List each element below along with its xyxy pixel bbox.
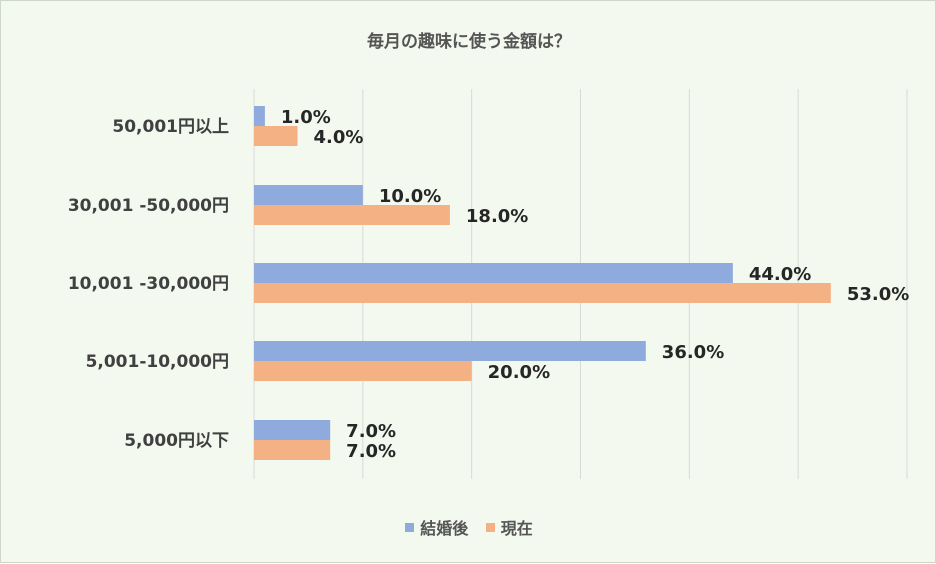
data-label-series-1-3: 44.0% xyxy=(749,264,811,285)
data-label-series-2-3: 53.0% xyxy=(847,284,909,305)
bar-series-1-1 xyxy=(254,106,265,126)
category-label-3: 10,001 -30,000円 xyxy=(68,274,229,294)
bar-series-2-4 xyxy=(254,361,472,381)
data-label-series-1-4: 36.0% xyxy=(662,342,724,363)
category-label-4: 5,001-10,000円 xyxy=(86,352,229,372)
bar-series-1-3 xyxy=(254,263,733,283)
legend-swatch-series-1 xyxy=(405,522,415,532)
legend: 結婚後 現在 xyxy=(1,515,936,539)
data-label-series-2-2: 18.0% xyxy=(466,206,528,227)
data-label-series-1-1: 1.0% xyxy=(281,107,331,128)
legend-swatch-series-2 xyxy=(485,522,495,532)
bar-series-2-5 xyxy=(254,440,331,460)
bar-series-2-3 xyxy=(254,283,831,303)
category-label-2: 30,001 -50,000円 xyxy=(68,196,229,216)
category-label-1: 50,001円以上 xyxy=(112,117,229,137)
bar-series-1-2 xyxy=(254,185,363,205)
data-label-series-2-4: 20.0% xyxy=(488,362,550,383)
chart-title: 毎月の趣味に使う金額は？ xyxy=(367,32,571,52)
bar-series-1-5 xyxy=(254,420,331,440)
legend-item-series-2: 現在 xyxy=(485,515,533,539)
data-label-series-1-2: 10.0% xyxy=(379,186,441,207)
data-label-series-2-1: 4.0% xyxy=(314,127,364,148)
bar-series-2-2 xyxy=(254,205,450,225)
legend-label-series-1: 結婚後 xyxy=(420,519,469,538)
bar-series-2-1 xyxy=(254,126,298,146)
data-label-series-2-5: 7.0% xyxy=(346,441,396,462)
legend-item-series-1: 結婚後 xyxy=(405,515,468,539)
legend-label-series-2: 現在 xyxy=(500,519,533,538)
category-label-5: 5,000円以下 xyxy=(124,431,229,451)
data-label-series-1-5: 7.0% xyxy=(346,421,396,442)
bar-series-1-4 xyxy=(254,341,646,361)
